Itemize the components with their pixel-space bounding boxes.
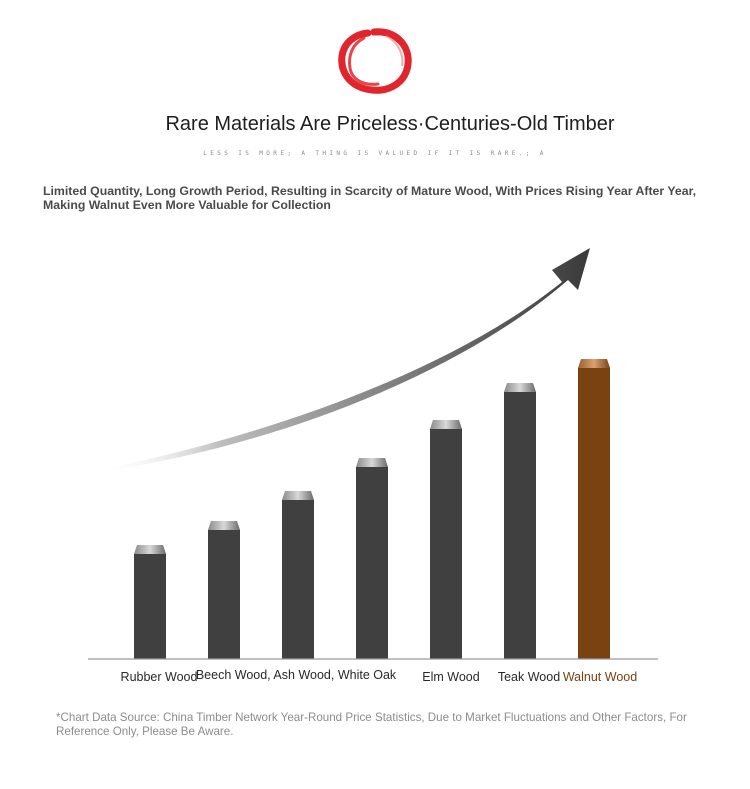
- bar-2: [282, 491, 314, 659]
- bar-cap: [208, 521, 240, 530]
- bar-cap: [578, 359, 610, 368]
- bar-body: [504, 392, 536, 659]
- bar-cap: [504, 383, 536, 392]
- price-chart: Rubber Wood Beech Wood, Ash Wood, White O…: [0, 230, 750, 700]
- bar-cap: [356, 458, 388, 467]
- bar-body: [578, 368, 610, 659]
- bar-cap: [282, 491, 314, 500]
- brush-circle-logo-icon: [338, 28, 412, 94]
- bar-5: [504, 383, 536, 659]
- tagline: LESS IS MORE; A THING IS VALUED IF IT IS…: [203, 150, 547, 157]
- data-source-note: *Chart Data Source: China Timber Network…: [56, 711, 687, 738]
- bar-3: [356, 458, 388, 659]
- category-label: Walnut Wood: [563, 670, 637, 684]
- page-title: Rare Materials Are Priceless·Centuries-O…: [165, 113, 615, 135]
- bar-0: [134, 545, 166, 659]
- bars-layer: [134, 359, 610, 659]
- category-label: Rubber Wood: [121, 670, 198, 684]
- bar-cap: [430, 420, 462, 429]
- bar-6: [578, 359, 610, 659]
- bar-body: [134, 554, 166, 659]
- bar-body: [208, 530, 240, 659]
- bar-body: [282, 500, 314, 659]
- bar-cap: [134, 545, 166, 554]
- bar-1: [208, 521, 240, 659]
- bar-body: [356, 467, 388, 659]
- category-label: Beech Wood, Ash Wood, White Oak: [196, 668, 397, 682]
- bar-body: [430, 429, 462, 659]
- description-text: Limited Quantity, Long Growth Period, Re…: [43, 184, 697, 212]
- category-label: Elm Wood: [422, 670, 479, 684]
- bar-4: [430, 420, 462, 659]
- category-label: Teak Wood: [498, 670, 560, 684]
